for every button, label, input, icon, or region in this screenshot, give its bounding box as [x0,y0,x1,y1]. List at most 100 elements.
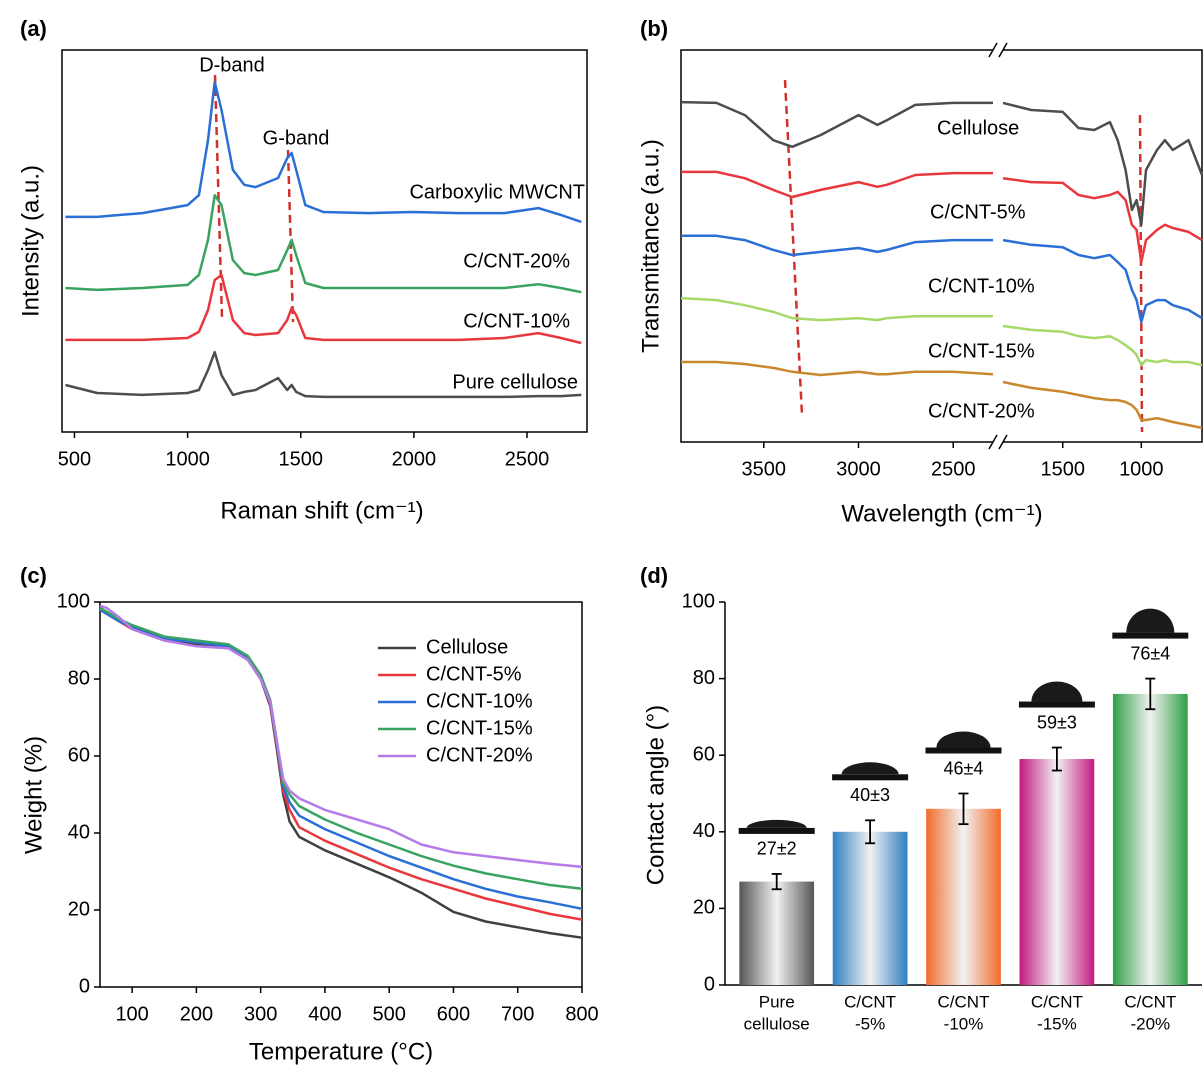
y-tick-label: 100 [682,590,715,612]
value-label: 40±3 [850,785,890,805]
axis-break-mark [998,434,1008,450]
y-tick-label: 100 [57,590,90,612]
bar [926,808,1001,985]
series-label: C/CNT-10% [928,275,1035,297]
panel-label: (d) [640,563,668,588]
annotation-lines [213,74,1144,433]
y-tick-label: 80 [68,667,90,689]
oh-band-marker [783,79,804,416]
x-tick-label: 2500 [505,448,550,470]
bar [1112,693,1188,985]
y-tick-label: 80 [693,667,715,689]
plot-frame [99,601,583,988]
g-band-marker [286,149,295,323]
line-series [680,296,1203,367]
bar [832,831,908,985]
axis-break-mark [988,434,998,450]
bar [1019,759,1095,985]
value-label: 59±3 [1037,712,1077,732]
x-tick-label: 1000 [1119,458,1164,480]
series-label: C/CNT-5% [930,201,1026,223]
co-band-marker [1138,114,1144,433]
x-tick-label: C/CNT [1031,992,1083,1011]
line-series [99,608,583,911]
x-tick-label: 1000 [165,448,210,470]
x-tick-label: -15% [1037,1014,1077,1033]
x-tick-label: 2000 [392,448,437,470]
axis-break-mark [998,42,1008,58]
line-series [99,604,583,869]
panel-label: (b) [640,16,668,41]
x-tick-label: 600 [437,1003,470,1025]
axis-break-gap [993,439,1003,445]
d-band-marker [213,74,224,319]
panel-label: (c) [20,563,47,588]
legend-label: C/CNT-5% [426,663,522,685]
y-axis-label: Contact angle (°) [642,705,669,885]
series-label: Cellulose [937,117,1019,139]
x-tick-label: 100 [115,1003,148,1025]
legend-label: C/CNT-15% [426,717,533,739]
value-label: 76±4 [1130,643,1170,663]
y-tick-label: 0 [79,975,90,997]
y-tick-label: 20 [693,897,715,919]
x-tick-label: C/CNT [844,992,896,1011]
plot-frame [61,49,588,433]
line-series [65,350,582,399]
series-label: C/CNT-20% [463,250,570,272]
droplet [1031,681,1083,702]
x-axis-label: Wavelength (cm⁻¹) [841,500,1042,527]
x-tick-label: -20% [1130,1014,1170,1033]
line-series [65,273,582,345]
x-tick-label: 200 [180,1003,213,1025]
droplet [746,819,807,828]
droplet-substrate [738,827,815,834]
droplet-substrate [832,774,909,781]
droplet [936,731,991,748]
x-tick-label: 800 [565,1003,598,1025]
x-tick-label: 500 [373,1003,406,1025]
x-tick-label: 3000 [836,458,881,480]
series-label: C/CNT-20% [928,400,1035,422]
x-tick-label: 3500 [742,458,787,480]
y-tick-label: 60 [68,744,90,766]
value-label: 46±4 [944,758,984,778]
droplet [841,762,899,775]
x-tick-label: Pure [759,992,795,1011]
x-tick-label: cellulose [744,1014,810,1033]
x-tick-label: C/CNT [938,992,990,1011]
x-tick-label: -10% [944,1014,984,1033]
y-axis-label: Transmittance (a.u.) [637,139,664,353]
annotation: D-band [199,54,265,76]
x-tick-label: 2500 [931,458,976,480]
axis-break-gap [993,47,1003,53]
x-axis-label: Raman shift (cm⁻¹) [220,497,423,524]
x-tick-label: 400 [308,1003,341,1025]
droplet [1126,608,1175,633]
line-series [681,170,1203,264]
y-tick-label: 20 [68,898,90,920]
line-series [99,606,583,891]
series-label: C/CNT-15% [928,340,1035,362]
y-tick-label: 40 [68,821,90,843]
x-tick-label: 700 [501,1003,534,1025]
x-axis-label: Temperature (°C) [249,1038,433,1065]
axis-break-mark [988,42,998,58]
droplet-substrate [1018,701,1095,708]
y-axis-label: Intensity (a.u.) [17,165,44,317]
droplet-substrate [925,747,1002,754]
value-label: 27±2 [757,839,797,859]
x-tick-label: 1500 [278,448,323,470]
y-tick-label: 0 [704,973,715,995]
series-label: Carboxylic MWCNT [409,181,585,203]
series-label: C/CNT-10% [463,310,570,332]
x-tick-label: 1500 [1040,458,1085,480]
line-series [680,100,1203,227]
y-tick-label: 40 [693,820,715,842]
y-tick-label: 60 [693,743,715,765]
x-tick-label: 300 [244,1003,277,1025]
line-series [65,80,582,224]
bar [739,881,815,985]
line-series [65,193,582,294]
line-series [681,234,1203,324]
